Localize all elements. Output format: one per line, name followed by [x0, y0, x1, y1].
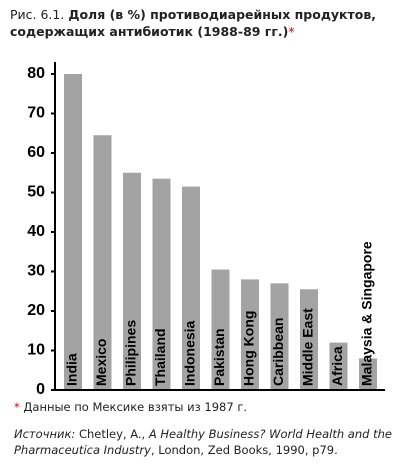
source-label: Источник: — [14, 427, 76, 441]
chart: 0 10 20 30 40 50 60 70 80 India Mexico Philipines Th… — [27, 62, 385, 398]
bar — [241, 279, 259, 390]
category-label: Africa — [329, 346, 345, 386]
bar — [329, 342, 348, 390]
category-label: Malaysia & Singapore — [359, 241, 375, 386]
bar — [270, 283, 289, 390]
category-label: Hong Kong — [241, 311, 257, 386]
y-tick-label: 0 — [36, 381, 45, 398]
category-label: Middle East — [300, 308, 316, 386]
bar — [300, 289, 318, 390]
y-tick-label: 30 — [27, 263, 45, 280]
bar — [359, 358, 377, 390]
y-tick-label: 10 — [27, 342, 45, 359]
source-work: A Healthy Business? World Health and the… — [14, 427, 392, 457]
y-tick-label: 70 — [27, 105, 45, 122]
source-rest: , London, Zed Books, 1990, p79. — [150, 443, 338, 457]
source: Источник: Chetley, A., A Healthy Busines… — [14, 426, 404, 458]
y-tick-label: 50 — [27, 184, 45, 201]
category-label: Pakistan — [211, 328, 227, 386]
category-label: Caribbean — [270, 318, 286, 386]
title-block: Рис. 6.1. Доля (в %) противодиарейных пр… — [10, 6, 405, 40]
bar — [152, 178, 171, 390]
category-label: Mexico — [93, 339, 109, 386]
bar — [182, 186, 200, 390]
category-label: Thailand — [152, 328, 168, 386]
footnote-mark: * — [14, 400, 20, 414]
category-label: Indonesia — [182, 320, 198, 386]
bar — [93, 135, 112, 390]
footnote: * Данные по Мексике взяты из 1987 г. — [14, 400, 247, 414]
figure-label: Рис. 6.1. — [10, 7, 65, 22]
y-tick-label: 60 — [27, 144, 45, 161]
y-tick-label: 40 — [27, 223, 45, 240]
y-tick-label: 20 — [27, 302, 45, 319]
footnote-text: Данные по Мексике взяты из 1987 г. — [23, 400, 248, 414]
source-author: Chetley, A., — [78, 427, 146, 441]
bar — [123, 172, 141, 390]
bar — [211, 269, 230, 390]
category-label: India — [64, 353, 80, 386]
y-tick-label: 80 — [27, 65, 45, 82]
category-label: Philipines — [123, 320, 139, 386]
bar — [64, 74, 82, 390]
chart-title: Доля (в %) противодиарейных продуктов, с… — [10, 7, 377, 39]
title-mark: * — [288, 24, 295, 39]
